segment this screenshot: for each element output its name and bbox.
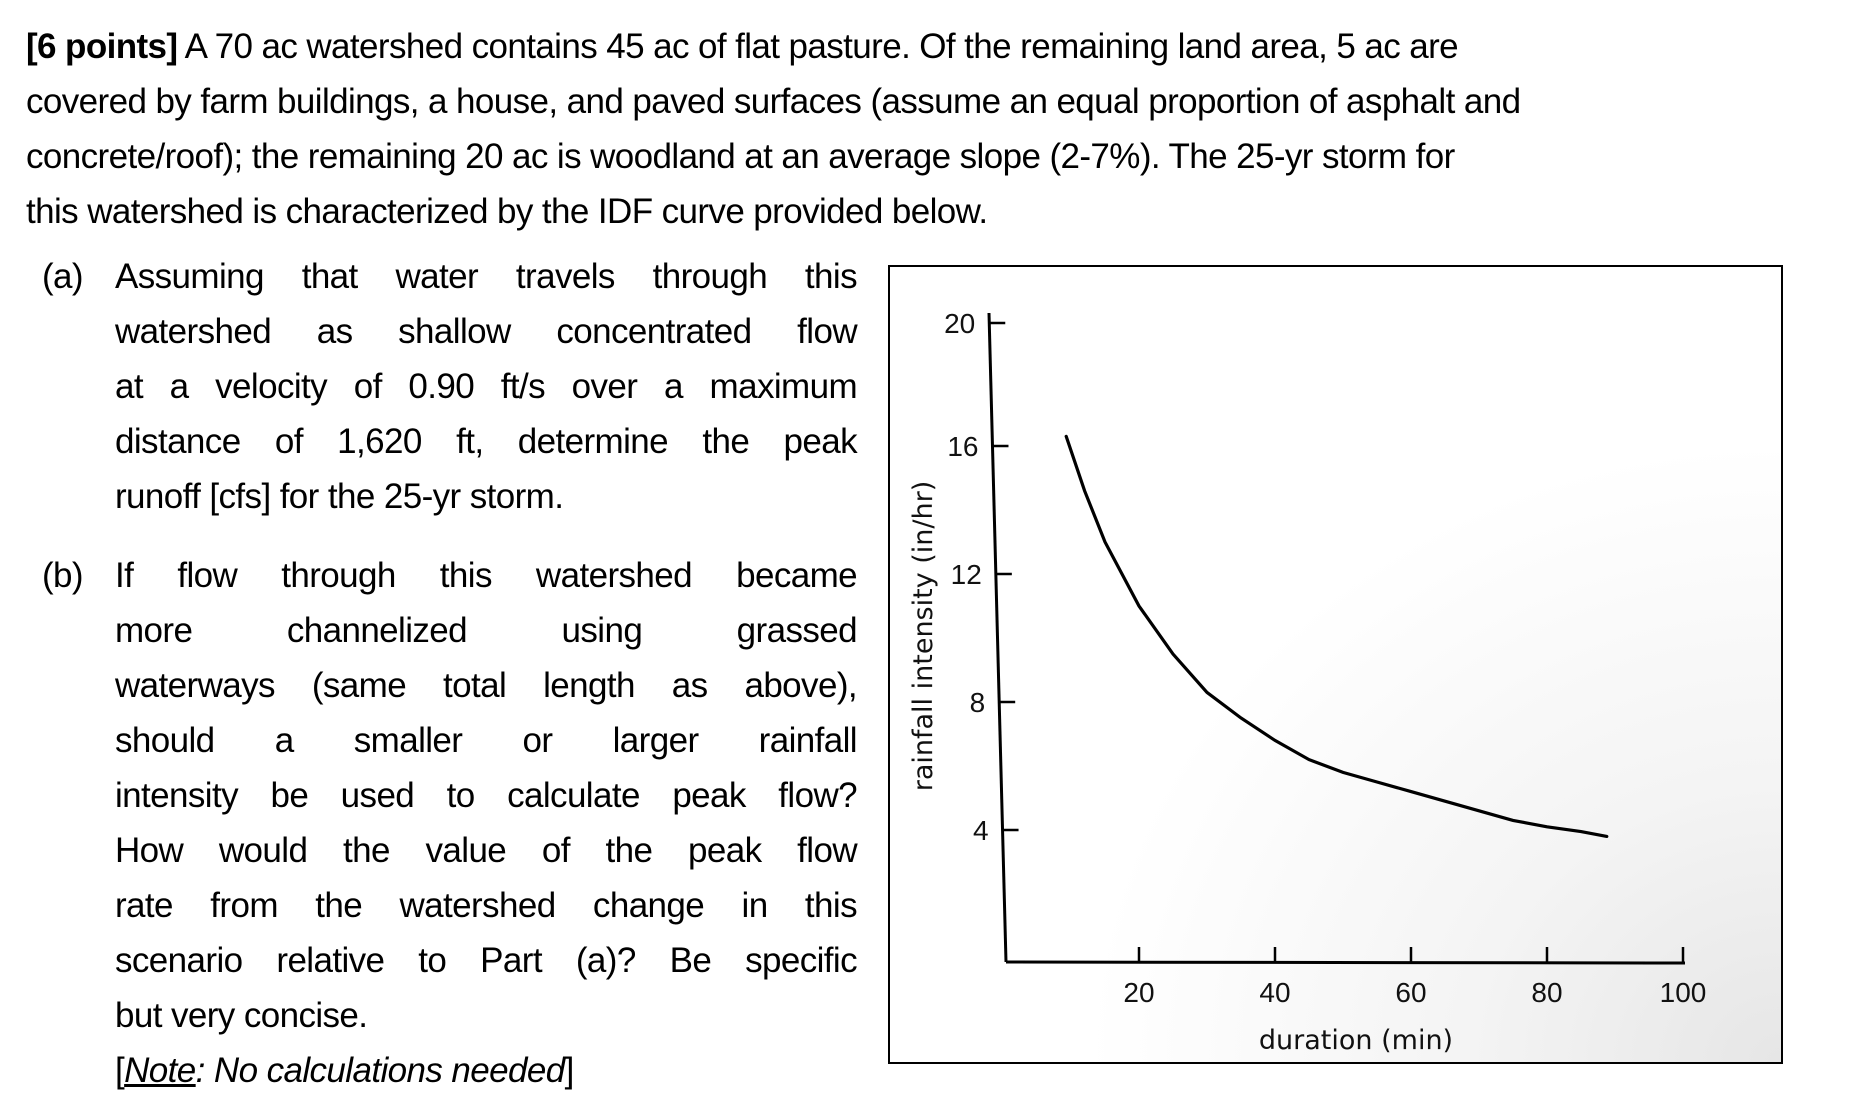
part-b-line-7: rate from the watershed change in this xyxy=(115,886,858,925)
y-tick-label: 8 xyxy=(970,687,986,718)
problem-intro-line-2: covered by farm buildings, a house, and … xyxy=(26,82,1521,121)
y-axis-title: rainfall intensity (in/hr) xyxy=(908,481,939,792)
y-tick-label: 16 xyxy=(947,431,978,462)
y-axis-ticks: 4 8 12 16 20 xyxy=(944,308,1019,846)
part-b-line-6: How would the value of the peak flow xyxy=(115,831,858,870)
part-a-line-5: runoff [cfs] for the 25-yr storm. xyxy=(115,477,564,516)
x-axis-ticks: 20 40 60 80 100 xyxy=(1123,947,1706,1008)
part-b-marker: (b) xyxy=(42,556,84,595)
y-tick-label: 20 xyxy=(944,308,975,339)
problem-intro-line-3: concrete/roof); the remaining 20 ac is w… xyxy=(26,137,1455,176)
part-a-line-1: Assuming that water travels through this xyxy=(115,257,858,296)
part-b-line-5: intensity be used to calculate peak flow… xyxy=(115,776,858,815)
note-bracket-close: ] xyxy=(564,1051,575,1090)
idf-chart: 4 8 12 16 20 20 40 60 80 100 duration (min) rain… xyxy=(888,265,1783,1064)
x-axis-line xyxy=(1005,960,1686,965)
part-b-line-8: scenario relative to Part (a)? Be specif… xyxy=(115,941,858,980)
part-b-line-9: but very concise. xyxy=(115,996,368,1035)
x-tick-label: 80 xyxy=(1531,977,1562,1008)
part-b-line-2: more channelized using grassed xyxy=(115,611,858,650)
x-tick-label: 60 xyxy=(1395,977,1426,1008)
x-tick-label: 40 xyxy=(1259,977,1290,1008)
x-tick-label: 100 xyxy=(1660,977,1707,1008)
problem-intro-line-4: this watershed is characterized by the I… xyxy=(26,192,988,231)
y-tick-label: 12 xyxy=(951,559,982,590)
part-b-line-3: waterways (same total length as above), xyxy=(115,666,858,705)
y-tick-label: 4 xyxy=(973,815,989,846)
idf-chart-plot: 4 8 12 16 20 20 40 60 80 100 duration (min) rain… xyxy=(908,308,1706,1056)
note-bracket-open: [ xyxy=(115,1051,125,1090)
problem-intro-line-1: [6 points] A 70 ac watershed contains 45… xyxy=(26,27,1459,67)
note-label: Note xyxy=(124,1051,196,1090)
idf-curve-line xyxy=(1064,434,1609,838)
part-a-line-2: watershed as shallow concentrated flow xyxy=(115,312,858,351)
points-label: [6 points] xyxy=(26,27,178,66)
intro-text: A 70 ac watershed contains 45 ac of flat… xyxy=(177,27,1459,66)
part-a-line-4: distance of 1,620 ft, determine the peak xyxy=(115,422,858,461)
part-b-line-4: should a smaller or larger rainfall xyxy=(115,721,858,760)
x-tick-label: 20 xyxy=(1123,977,1154,1008)
part-b-line-1: If flow through this watershed became xyxy=(115,556,858,595)
x-axis-title: duration (min) xyxy=(1259,1025,1453,1056)
y-axis-line xyxy=(987,312,1008,963)
part-a-marker: (a) xyxy=(42,257,84,296)
note-text: : No calculations needed xyxy=(195,1051,566,1090)
part-b-note: [Note: No calculations needed] xyxy=(115,1051,574,1091)
part-a-line-3: at a velocity of 0.90 ft/s over a maximu… xyxy=(115,367,858,406)
